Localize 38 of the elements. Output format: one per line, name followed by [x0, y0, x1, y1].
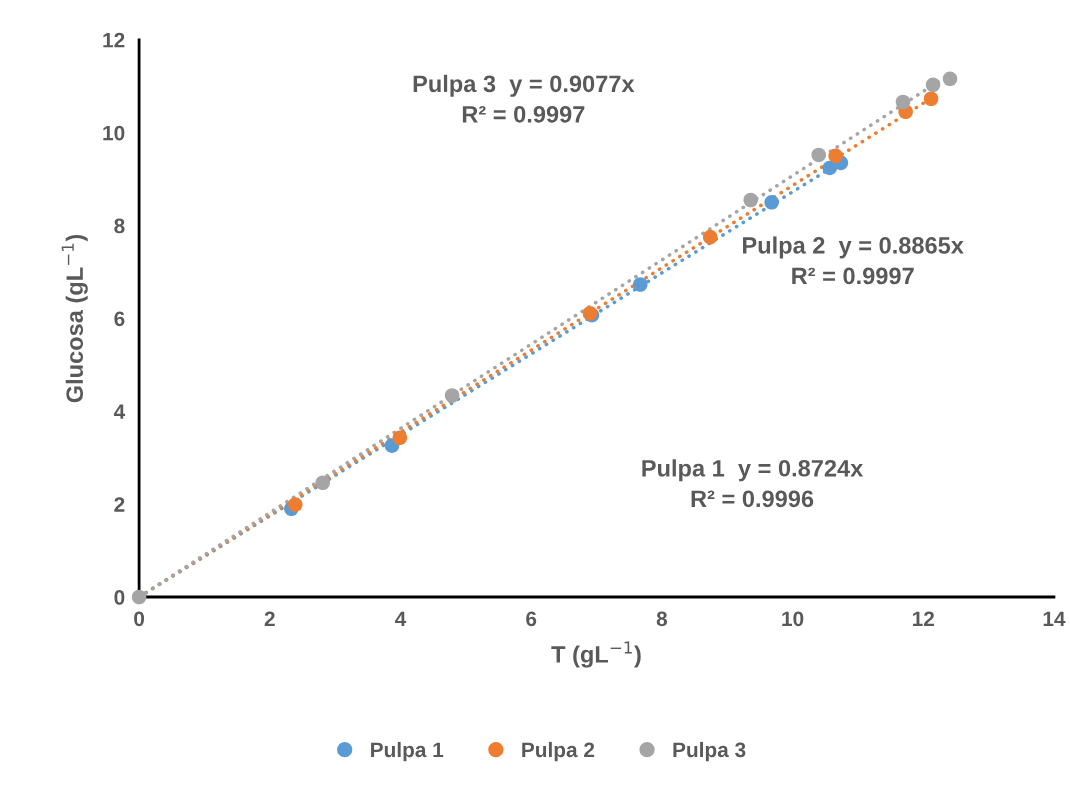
point: [131, 589, 147, 605]
point: [633, 277, 648, 292]
x-tick-label: 10: [782, 611, 804, 627]
y-tick-label: 12: [103, 32, 125, 48]
y-tick-label: 10: [103, 125, 125, 141]
x-axis-title: T (gL$^{−1}$): [551, 641, 641, 668]
point: [811, 147, 826, 163]
legend-label: Pulpa 1: [371, 741, 444, 762]
point: [764, 195, 779, 210]
y-tick-label: 6: [114, 311, 125, 327]
x-tick-label: 14: [1043, 611, 1066, 626]
point: [287, 497, 303, 512]
annotation: Pulpa 3 y = 0.9077x R² = 0.9997: [413, 74, 635, 123]
annotation: Pulpa 2 y = 0.8865x R² = 0.9997: [743, 236, 964, 285]
x-tick-label: 2: [264, 611, 275, 626]
x-tick-label: 6: [526, 611, 537, 627]
y-tick-label: 8: [114, 218, 125, 234]
point: [942, 71, 958, 87]
y-tick-label: 2: [114, 497, 125, 512]
point: [392, 430, 408, 446]
y-tick-label: 0: [114, 590, 125, 605]
x-tick-label: 0: [134, 611, 145, 627]
point: [923, 91, 939, 107]
x-tick-label: 4: [395, 611, 407, 626]
point: [895, 94, 911, 110]
point: [743, 192, 759, 208]
point: [315, 475, 331, 491]
y-tick-label: 4: [113, 404, 126, 419]
point: [925, 77, 941, 93]
annotation: Pulpa 1 y = 0.8724x R² = 0.9996: [642, 459, 864, 508]
y-axis-title: Glucosa (gL$^{−1}$): [61, 234, 88, 403]
x-tick-label: 8: [656, 611, 668, 627]
point: [702, 229, 718, 245]
point: [828, 148, 843, 164]
x-tick-label: 12: [912, 611, 935, 626]
point: [444, 388, 460, 403]
legend-label: Pulpa 2: [522, 741, 595, 762]
legend-label: Pulpa 3: [673, 741, 746, 762]
